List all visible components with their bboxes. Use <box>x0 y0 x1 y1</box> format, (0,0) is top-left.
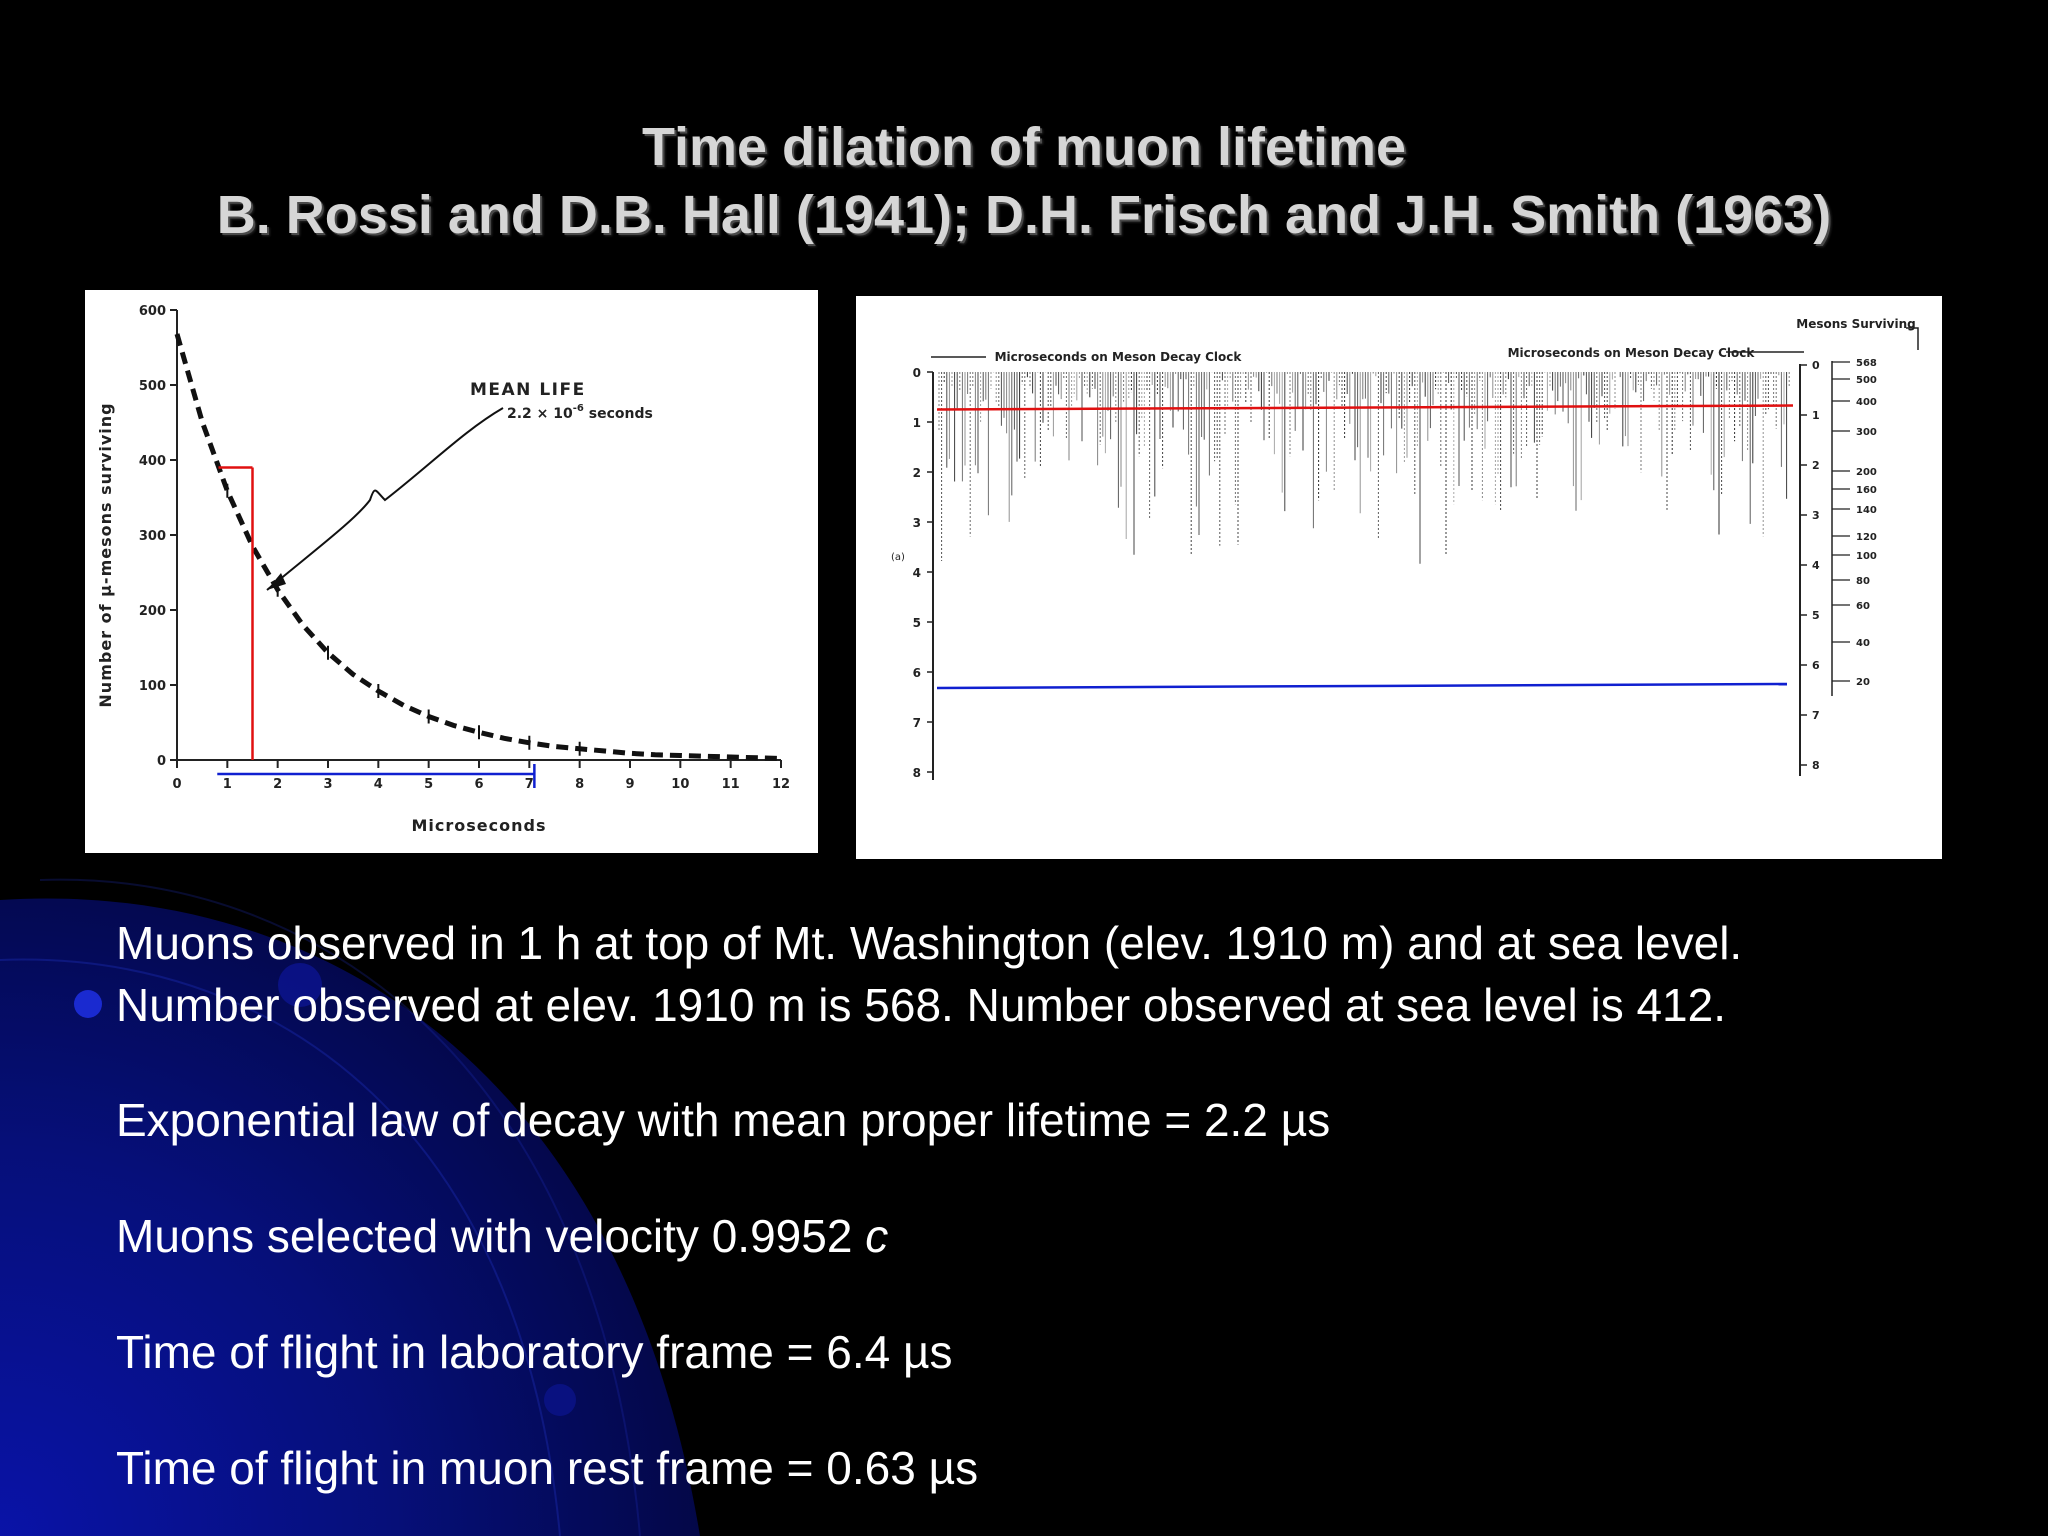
decay-curve-chart: 0 100 200 300 400 500 600 0 1 2 3 4 5 6 7 8 9 10 11 12 Micro… <box>85 290 818 853</box>
mesons-surviving-bracket <box>1906 327 1919 350</box>
surviving-tick-label: 100 <box>1856 551 1877 562</box>
surviving-tick-label: 568 <box>1856 358 1877 369</box>
left-clock-tick-label: 7 <box>913 716 921 730</box>
surviving-tick-label: 140 <box>1856 505 1877 516</box>
x-tick-label: 9 <box>625 777 634 792</box>
left-clock-tick-label: 6 <box>913 666 921 680</box>
right-clock-tick-label: 3 <box>1812 509 1820 522</box>
x-tick-label: 11 <box>722 777 740 792</box>
surviving-tick-label: 120 <box>1856 532 1877 543</box>
x-tick-label: 1 <box>223 777 232 792</box>
slide-title-line2: B. Rossi and D.B. Hall (1941); D.H. Fris… <box>216 185 1832 245</box>
right-clock-tick-label: 6 <box>1812 659 1820 672</box>
meson-clock-svg: Microseconds on Meson Decay Clock Microse… <box>891 317 1919 780</box>
surviving-tick-label: 40 <box>1856 638 1870 649</box>
y-axis-title: Number of μ-mesons surviving <box>96 402 115 707</box>
left-clock-tick-label: 4 <box>913 566 921 580</box>
x-tick-label: 12 <box>772 777 790 792</box>
right-clock-tick-label: 5 <box>1812 609 1820 622</box>
left-clock-tick-label: 0 <box>913 366 921 380</box>
y-tick-label: 300 <box>139 529 166 544</box>
surviving-tick-label: 160 <box>1856 485 1877 496</box>
surviving-tick-label: 300 <box>1856 427 1877 438</box>
y-tick-label: 400 <box>139 454 166 469</box>
x-tick-label: 6 <box>474 777 483 792</box>
x-tick-label: 10 <box>671 777 689 792</box>
mean-life-pointer <box>266 407 504 591</box>
x-tick-label: 7 <box>525 777 534 792</box>
left-clock-tick-label: 1 <box>913 416 921 430</box>
bullet-dot <box>74 990 102 1018</box>
red-level-line <box>936 404 1794 411</box>
velocity-text: Muons selected with velocity 0.9952 <box>116 1210 866 1262</box>
mean-life-arrowhead <box>267 573 286 590</box>
left-clock-tick-label: 5 <box>913 616 921 630</box>
x-tick-label: 3 <box>323 777 332 792</box>
text-line-observation: Muons observed in 1 h at top of Mt. Wash… <box>116 917 1743 969</box>
speed-of-light-symbol: c <box>865 1210 889 1262</box>
surviving-tick-label: 80 <box>1856 576 1870 587</box>
surviving-tick-label: 200 <box>1856 467 1877 478</box>
text-line-lab-frame: Time of flight in laboratory frame = 6.4… <box>116 1326 953 1378</box>
x-tick-label: 4 <box>374 777 383 792</box>
blue-level-line <box>936 682 1788 690</box>
y-tick-label: 200 <box>139 604 166 619</box>
left-clock-tick-label: 3 <box>913 516 921 530</box>
mean-life-label: MEAN LIFE <box>470 380 586 400</box>
right-clock-tick-label: 4 <box>1812 559 1820 572</box>
right-clock-tick-label: 8 <box>1812 759 1820 772</box>
text-line-rest-frame: Time of flight in muon rest frame = 0.63… <box>116 1442 979 1494</box>
y-tick-label: 600 <box>139 304 166 319</box>
right-clock-tick-label: 1 <box>1812 409 1820 422</box>
right-clock-tick-label: 2 <box>1812 459 1820 472</box>
decay-curve-series <box>174 333 782 761</box>
x-tick-label: 2 <box>273 777 282 792</box>
text-line-decay-law: Exponential law of decay with mean prope… <box>116 1094 1331 1146</box>
mesons-surviving-label: Mesons Surviving <box>1796 317 1915 331</box>
text-line-counts: Number observed at elev. 1910 m is 568. … <box>116 979 1726 1031</box>
surviving-tick-label: 20 <box>1856 677 1870 688</box>
mean-life-value: 2.2 × 10-6 seconds <box>507 403 653 422</box>
y-tick-label: 100 <box>139 679 166 694</box>
meson-clock-chart: Microseconds on Meson Decay Clock Microse… <box>856 296 1942 859</box>
x-tick-label: 0 <box>172 777 181 792</box>
x-axis-title: Microseconds <box>412 816 547 835</box>
right-clock-label: Microseconds on Meson Decay Clock <box>1508 346 1756 360</box>
left-clock-tick-label: 2 <box>913 466 921 480</box>
side-label: (a) <box>891 552 905 563</box>
x-tick-label: 5 <box>424 777 433 792</box>
right-clock-tick-label: 7 <box>1812 709 1820 722</box>
slide-title-line1: Time dilation of muon lifetime <box>641 117 1407 177</box>
y-tick-label: 500 <box>139 379 166 394</box>
right-clock-tick-label: 0 <box>1812 359 1820 372</box>
surviving-tick-label: 60 <box>1856 601 1870 612</box>
x-tick-label: 8 <box>575 777 584 792</box>
y-tick-label: 0 <box>157 754 166 769</box>
text-line-velocity: Muons selected with velocity 0.9952 c <box>116 1213 888 1259</box>
left-clock-tick-label: 8 <box>913 766 921 780</box>
surviving-tick-label: 500 <box>1856 375 1877 386</box>
left-clock-label: Microseconds on Meson Decay Clock <box>995 350 1243 364</box>
surviving-tick-label: 400 <box>1856 397 1877 408</box>
